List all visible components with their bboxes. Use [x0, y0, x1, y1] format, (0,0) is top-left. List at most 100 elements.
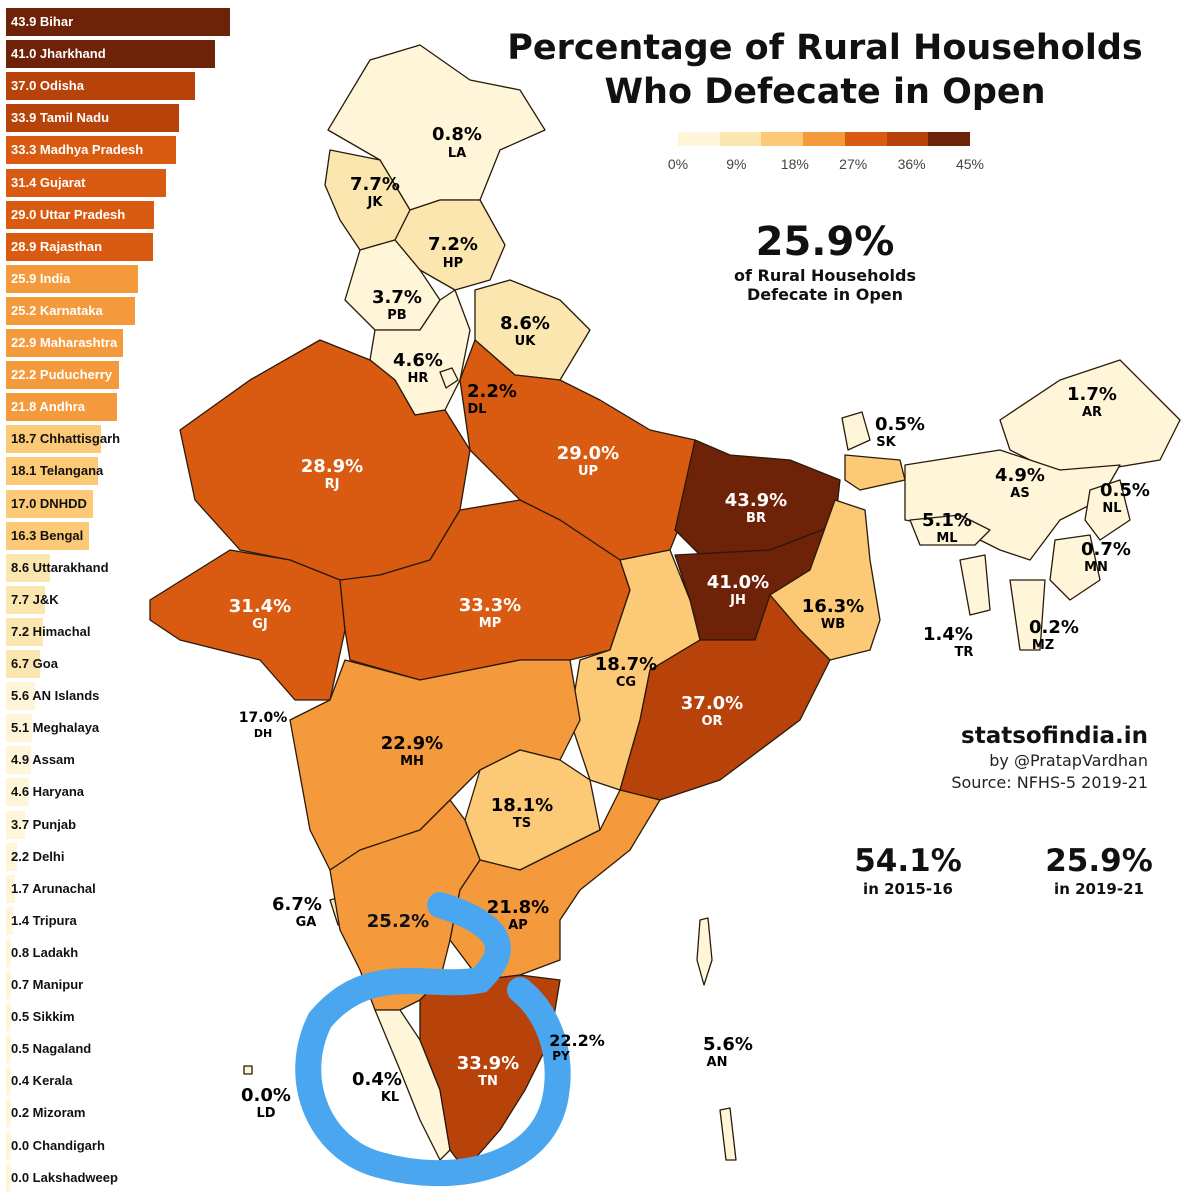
label-BR-code: BR: [746, 511, 766, 526]
legend-color-segment: [803, 132, 845, 146]
region-nagaland: [1084, 479, 1131, 541]
ranking-bar-list: 43.9 Bihar 41.0 Jharkhand 37.0 Odisha 33.9 …: [0, 0, 240, 1200]
label-SK-pct: 0.5%: [875, 414, 925, 435]
label-HR-pct: 4.6%: [393, 350, 443, 371]
color-scale-legend: 0% 9% 18% 27% 36% 45%: [668, 132, 998, 182]
site-name: statsofindia.in: [961, 723, 1148, 749]
ranking-bar: 28.9 Rajasthan: [6, 232, 154, 261]
region-rajasthan: [179, 339, 471, 581]
label-WB-code: WB: [821, 617, 845, 632]
region-odisha: [619, 594, 831, 801]
label-NL-pct: 0.5%: [1100, 480, 1150, 501]
comparison-2015-value: 54.1%: [854, 843, 962, 879]
label-JH-code: JH: [729, 593, 746, 608]
author-credit: by @PratapVardhan: [989, 751, 1148, 770]
label-ML-code: ML: [936, 531, 957, 546]
national-headline: 25.9% of Rural Households Defecate in Op…: [700, 218, 950, 304]
label-PY-code: PY: [552, 1049, 570, 1063]
label-TS-code: TS: [513, 816, 531, 831]
ranking-bar: 25.9 India: [6, 264, 139, 293]
ranking-bar: 37.0 Odisha: [6, 72, 195, 101]
label-TS-pct: 18.1%: [491, 795, 553, 816]
legend-tick-label: 18%: [780, 156, 809, 172]
label-DL-code: DL: [467, 402, 486, 417]
ranking-bar: 31.4 Gujarat: [6, 168, 167, 197]
label-DH-pct: 17.0%: [239, 710, 288, 726]
label-KL-pct: 0.4%: [352, 1069, 402, 1090]
ranking-bar: 33.3 Madhya Pradesh: [6, 136, 176, 165]
label-DL-pct: 2.2%: [467, 381, 517, 402]
label-MP-pct: 33.3%: [459, 595, 521, 616]
label-CG-pct: 18.7%: [595, 654, 657, 675]
legend-tick-label: 0%: [667, 156, 689, 172]
label-RJ-code: RJ: [325, 477, 340, 492]
ranking-bar: 18.1 Telangana: [6, 457, 103, 486]
label-MZ-pct: 0.2%: [1029, 617, 1079, 638]
label-MN-code: MN: [1084, 560, 1108, 575]
label-AR-pct: 1.7%: [1067, 384, 1117, 405]
label-JK-code: JK: [367, 195, 384, 210]
label-BR-pct: 43.9%: [725, 490, 787, 511]
region-west-bengal-north: [844, 454, 906, 491]
legend-tick-label: 27%: [839, 156, 868, 172]
label-UP-code: UP: [578, 464, 598, 479]
ranking-bar: 33.9 Tamil Nadu: [6, 104, 179, 133]
label-MN-pct: 0.7%: [1081, 539, 1131, 560]
label-TR-pct: 1.4%: [923, 624, 973, 645]
label-KA-pct: 25.2%: [367, 911, 429, 932]
region-delhi: [439, 367, 459, 389]
label-GA-code: GA: [296, 915, 317, 930]
label-AS-pct: 4.9%: [995, 465, 1045, 486]
ranking-bar: 16.3 Bengal: [6, 521, 90, 550]
legend-color-segment: [844, 132, 887, 146]
label-RJ-pct: 28.9%: [301, 456, 363, 477]
label-TN-pct: 33.9%: [457, 1053, 519, 1074]
label-UK-code: UK: [515, 334, 537, 349]
comparison-2019-value: 25.9%: [1045, 843, 1153, 879]
ranking-bar: 17.0 DNHDD: [6, 489, 93, 518]
label-GJ-pct: 31.4%: [229, 596, 291, 617]
ranking-bar: 41.0 Jharkhand: [6, 40, 216, 69]
label-JH-pct: 41.0%: [707, 572, 769, 593]
label-MZ-code: MZ: [1032, 638, 1054, 653]
ranking-bar: 22.2 Puducherry: [6, 361, 120, 390]
ranking-bar: 21.8 Andhra: [6, 393, 118, 422]
label-PB-pct: 3.7%: [372, 287, 422, 308]
label-LA-pct: 0.8%: [432, 124, 482, 145]
label-DH-code: DH: [254, 727, 272, 740]
state-regions: [149, 44, 1181, 1171]
headline-line-1: of Rural Households: [734, 266, 916, 285]
region-tripura: [959, 554, 991, 616]
label-AN-code: AN: [707, 1055, 728, 1070]
region-sikkim: [841, 411, 871, 451]
ranking-bar: 7.7 J&K: [6, 585, 59, 614]
map-title: Percentage of Rural Households Who Defec…: [500, 26, 1150, 114]
region-andaman-nicobar: [696, 917, 737, 1161]
label-MP-code: MP: [479, 616, 501, 631]
comparison-2019: 25.9% in 2019-21: [1019, 842, 1179, 898]
state-labels: 0.8% LA 7.7% JK 7.2% HP 3.7% PB 8.6% UK …: [229, 124, 1150, 1121]
label-ML-pct: 5.1%: [922, 510, 972, 531]
region-meghalaya: [909, 514, 991, 546]
label-MH-code: MH: [400, 754, 424, 769]
ranking-bar: 22.9 Maharashtra: [6, 329, 123, 357]
region-manipur: [1049, 534, 1101, 601]
label-AN-pct: 5.6%: [703, 1034, 753, 1055]
legend-color-segment: [719, 132, 762, 146]
legend-tick-label: 9%: [726, 156, 747, 172]
label-LD-pct: 0.0%: [241, 1085, 291, 1106]
comparison-2019-year: in 2019-21: [1054, 880, 1144, 898]
label-AP-code: AP: [508, 918, 528, 933]
label-GA-pct: 6.7%: [272, 894, 322, 915]
credits: statsofindia.in by @PratapVardhan Source…: [951, 722, 1148, 794]
label-HP-code: HP: [443, 256, 463, 271]
ranking-bar: 43.9 Bihar: [6, 8, 230, 36]
label-MH-pct: 22.9%: [381, 733, 443, 754]
legend-color-segment: [886, 132, 929, 146]
label-HR-code: HR: [408, 371, 429, 386]
title-line-1: Percentage of Rural Households: [507, 28, 1143, 68]
region-gujarat: [149, 549, 346, 701]
label-AS-code: AS: [1010, 486, 1029, 501]
label-LD-code: LD: [256, 1106, 275, 1121]
